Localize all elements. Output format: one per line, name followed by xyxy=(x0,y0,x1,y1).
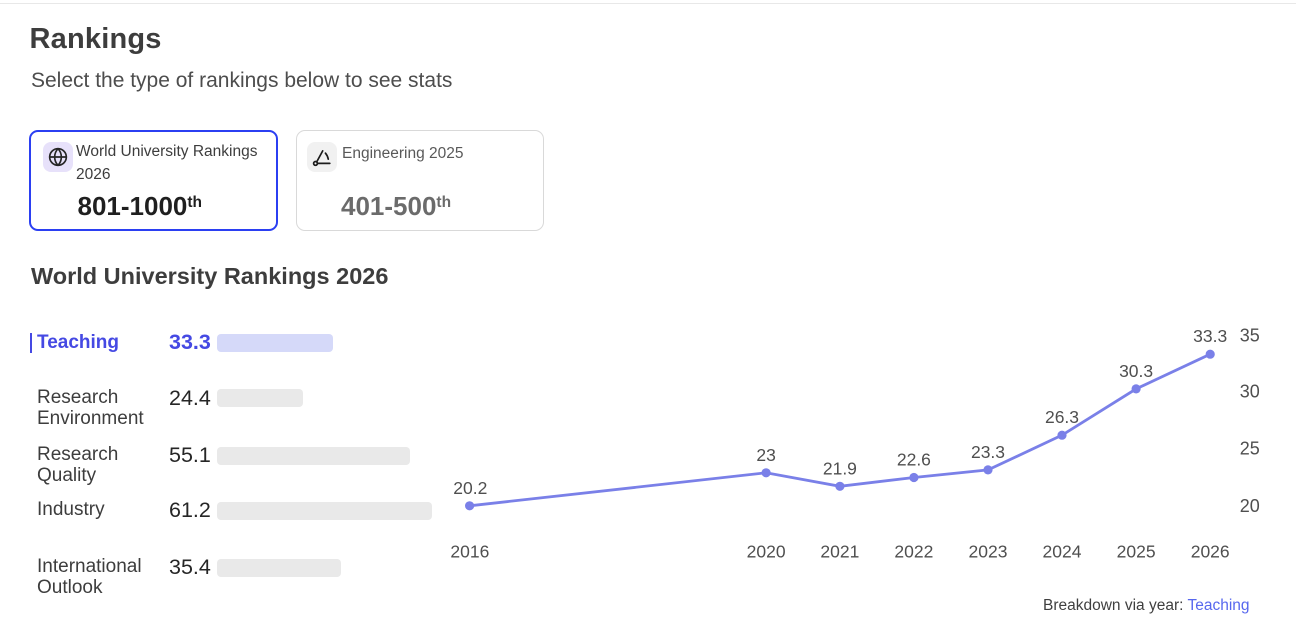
svg-text:33.3: 33.3 xyxy=(1193,326,1227,346)
svg-text:23.3: 23.3 xyxy=(971,442,1005,462)
svg-text:30.3: 30.3 xyxy=(1119,361,1153,381)
svg-text:2021: 2021 xyxy=(820,542,859,562)
svg-text:2022: 2022 xyxy=(894,542,933,562)
svg-text:21.9: 21.9 xyxy=(823,458,857,478)
svg-text:22.6: 22.6 xyxy=(897,450,931,470)
svg-text:2026: 2026 xyxy=(1191,542,1230,562)
svg-text:2025: 2025 xyxy=(1117,542,1156,562)
svg-text:26.3: 26.3 xyxy=(1045,407,1079,427)
svg-text:20: 20 xyxy=(1240,496,1260,516)
svg-text:2016: 2016 xyxy=(450,542,489,562)
svg-text:2020: 2020 xyxy=(747,542,786,562)
svg-text:23: 23 xyxy=(756,445,775,465)
svg-text:20.2: 20.2 xyxy=(453,478,487,498)
svg-text:25: 25 xyxy=(1240,438,1260,458)
svg-text:30: 30 xyxy=(1240,382,1260,402)
svg-text:2023: 2023 xyxy=(969,542,1008,562)
svg-text:35: 35 xyxy=(1240,326,1260,346)
svg-text:2024: 2024 xyxy=(1043,542,1082,562)
